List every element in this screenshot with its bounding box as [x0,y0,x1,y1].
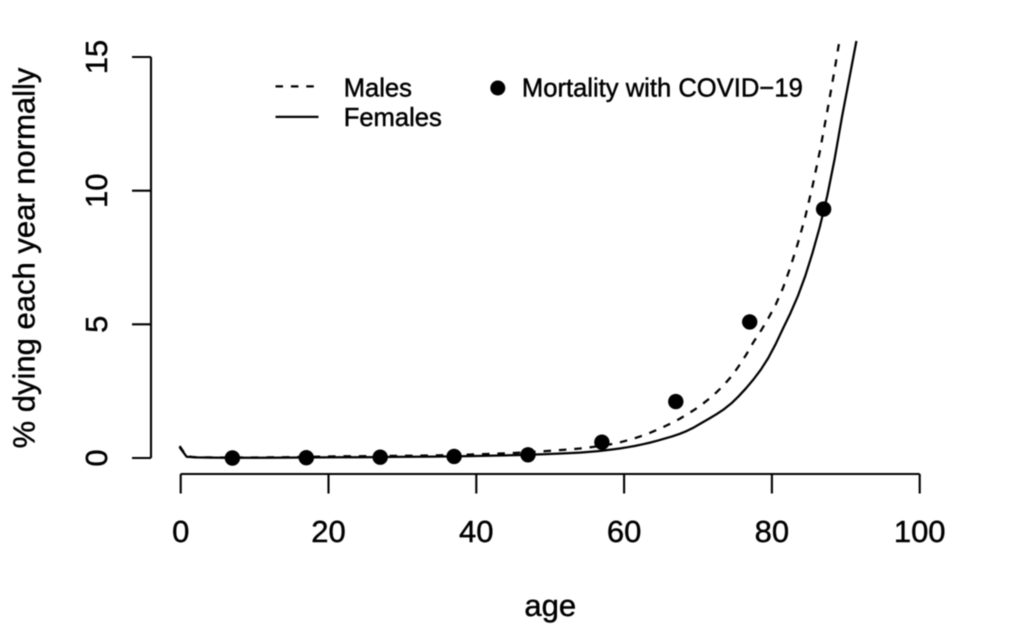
svg-text:100: 100 [894,514,946,549]
svg-text:10: 10 [79,173,114,207]
svg-text:60: 60 [607,514,641,549]
svg-text:Females: Females [344,104,442,132]
svg-text:Males: Males [344,75,412,103]
svg-text:Mortality with COVID−19: Mortality with COVID−19 [522,74,803,102]
svg-text:% dying each year normally: % dying each year normally [7,67,42,448]
svg-text:5: 5 [79,316,114,333]
svg-text:40: 40 [459,514,493,549]
svg-text:age: age [524,588,576,623]
svg-text:20: 20 [311,514,345,549]
svg-text:0: 0 [79,449,114,466]
svg-text:80: 80 [755,514,789,549]
svg-text:15: 15 [79,40,114,74]
svg-text:0: 0 [172,514,189,549]
